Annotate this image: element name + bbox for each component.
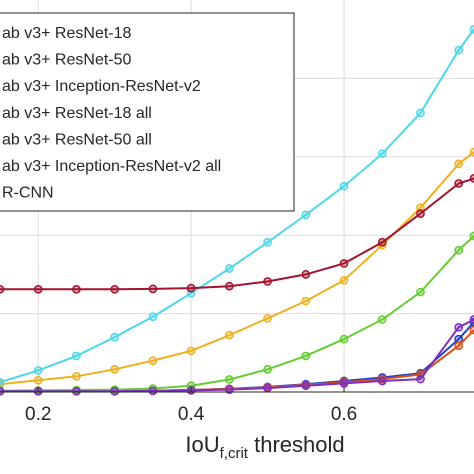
x-tick-label-1: 0.4 [178, 404, 205, 425]
x-axis-label-main: IoU [185, 432, 219, 457]
data-point-s2-10 [377, 149, 387, 159]
series-0 [0, 147, 474, 389]
data-point-s5-4 [148, 386, 158, 396]
data-point-s5-2 [72, 386, 81, 396]
data-point-s2-7 [263, 237, 272, 247]
data-point-s2-11 [416, 108, 425, 118]
data-point-s0-9 [339, 275, 349, 285]
legend-label-5: ab v3+ Inception-ResNet-v2 all [2, 158, 221, 175]
data-point-s0-2 [72, 371, 81, 381]
data-point-s6-8 [301, 270, 311, 279]
data-point-s0-6 [225, 330, 234, 340]
data-point-s6-4 [148, 284, 158, 294]
x-axis-label-suffix: threshold [248, 432, 345, 457]
data-point-s4-6 [225, 375, 234, 384]
data-point-s2-0 [0, 377, 5, 387]
series-6 [0, 174, 474, 294]
data-point-s4-13 [469, 231, 474, 241]
data-point-s5-9 [339, 379, 349, 388]
data-point-s6-13 [469, 174, 474, 183]
data-point-s5-6 [225, 385, 234, 394]
x-tick-label-2: 0.6 [331, 404, 357, 425]
data-point-s4-12 [454, 245, 464, 255]
legend-label-4: ab v3+ ResNet-50 all [2, 131, 152, 148]
data-point-s6-11 [416, 209, 425, 218]
data-point-s0-4 [148, 356, 158, 365]
data-point-s2-1 [33, 366, 43, 375]
data-point-s3-13 [469, 325, 474, 335]
data-point-s6-3 [110, 284, 120, 294]
series-line-5 [0, 318, 474, 393]
data-point-s2-3 [110, 332, 120, 342]
data-point-s0-11 [416, 203, 425, 213]
data-point-s4-9 [339, 334, 349, 344]
data-point-s5-10 [377, 376, 387, 386]
data-point-s6-12 [454, 179, 464, 188]
data-point-s6-5 [186, 283, 196, 293]
x-tick-labels: 0.2 0.4 0.6 [25, 387, 357, 425]
data-point-s2-2 [72, 351, 81, 361]
series-5 [0, 315, 474, 396]
series-line-0 [0, 151, 474, 386]
series-line-4 [0, 235, 474, 392]
data-point-s3-12 [454, 341, 464, 351]
series-2 [0, 25, 474, 387]
series-group [0, 25, 474, 396]
data-point-s0-13 [469, 147, 474, 157]
data-point-s6-6 [225, 281, 234, 291]
data-point-s0-1 [33, 375, 43, 385]
data-point-s2-13 [469, 25, 474, 34]
data-point-s6-1 [33, 284, 43, 294]
data-point-s5-0 [0, 386, 5, 396]
data-point-s5-13 [469, 315, 474, 324]
x-tick-label-0: 0.2 [25, 404, 51, 425]
data-point-s5-8 [301, 381, 311, 391]
data-point-s4-8 [301, 351, 311, 361]
data-point-s0-7 [263, 313, 272, 323]
data-point-s6-2 [72, 284, 81, 294]
x-axis-label-subscript: f,crit [220, 445, 249, 462]
data-point-s5-7 [263, 383, 272, 393]
data-point-s6-0 [0, 284, 5, 294]
data-point-s6-7 [263, 277, 272, 286]
legend-label-3: ab v3+ ResNet-18 all [2, 105, 152, 122]
data-point-s0-5 [186, 346, 196, 356]
legend-label-2: ab v3+ Inception-ResNet-v2 [2, 78, 201, 95]
data-point-s2-8 [301, 210, 311, 220]
series-line-2 [0, 28, 474, 384]
legend-label-1: ab v3+ ResNet-50 [2, 52, 132, 69]
data-point-s6-9 [339, 259, 349, 268]
data-point-s0-8 [301, 296, 311, 306]
data-point-s5-11 [416, 374, 425, 384]
data-point-s5-3 [110, 386, 120, 396]
data-point-s2-9 [339, 181, 349, 191]
data-point-s0-3 [110, 364, 120, 374]
data-point-s6-10 [377, 237, 387, 247]
data-point-s2-6 [225, 264, 234, 273]
data-point-s2-4 [148, 312, 158, 322]
data-point-s4-11 [416, 287, 425, 297]
data-point-s0-12 [454, 159, 464, 169]
legend-label-6: R-CNN [2, 185, 54, 202]
data-point-s4-7 [263, 364, 272, 374]
legend: ab v3+ ResNet-18 ab v3+ ResNet-50 ab v3+ I… [0, 12, 295, 212]
data-point-s2-12 [454, 45, 464, 55]
x-axis-label: IoUf,crit threshold [185, 432, 344, 462]
series-line-6 [0, 177, 474, 291]
data-point-s5-12 [454, 322, 464, 332]
data-point-s4-10 [377, 315, 387, 324]
legend-label-0: ab v3+ ResNet-18 [2, 25, 132, 42]
legend-box [0, 12, 295, 212]
